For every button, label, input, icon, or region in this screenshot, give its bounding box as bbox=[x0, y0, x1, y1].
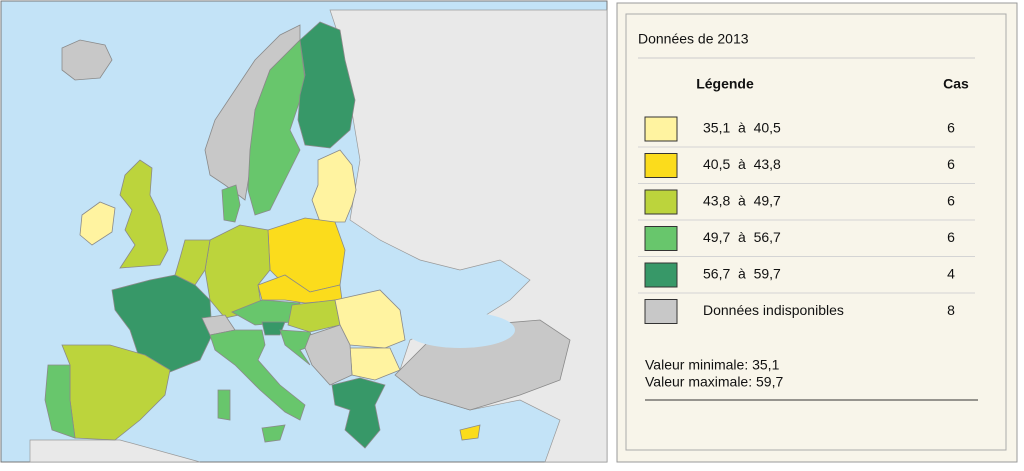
legend-rows: 35,1 à 40,5 6 40,5 à 43,8 6 43,8 à 49,7 6 49,7… bbox=[638, 116, 975, 324]
slovenia bbox=[261, 321, 286, 336]
range-label: 43,8 à 49,7 bbox=[703, 193, 781, 209]
legend-title: Données de 2013 bbox=[638, 31, 749, 47]
sardinia bbox=[217, 389, 231, 421]
greece bbox=[331, 377, 386, 449]
count: 4 bbox=[947, 266, 955, 282]
portugal bbox=[44, 364, 76, 439]
legend-panel: Données de 2013 Légende Cas 35,1 à 40,5 6… bbox=[616, 2, 1018, 463]
finland bbox=[297, 21, 356, 149]
swatch bbox=[644, 299, 678, 324]
cyprus bbox=[459, 424, 481, 441]
swatch bbox=[644, 226, 678, 251]
range-label: Données indisponibles bbox=[703, 302, 844, 318]
range-label: 40,5 à 43,8 bbox=[703, 156, 781, 172]
croatia bbox=[279, 329, 316, 366]
panel-inner bbox=[625, 13, 1007, 451]
range-label: 35,1 à 40,5 bbox=[703, 120, 781, 136]
germany bbox=[204, 224, 271, 319]
uk bbox=[119, 159, 169, 269]
count: 6 bbox=[947, 193, 955, 209]
baltics bbox=[311, 149, 357, 223]
header-label: Légende bbox=[696, 76, 754, 92]
italy bbox=[209, 329, 306, 421]
france bbox=[111, 274, 213, 373]
range-label: 56,7 à 59,7 bbox=[703, 266, 781, 282]
header-count: Cas bbox=[943, 76, 969, 92]
count: 6 bbox=[947, 120, 955, 136]
range-label: 49,7 à 56,7 bbox=[703, 229, 781, 245]
hungary bbox=[287, 299, 341, 333]
count: 6 bbox=[947, 156, 955, 172]
count: 6 bbox=[947, 229, 955, 245]
balkans bbox=[304, 324, 353, 386]
sicily bbox=[261, 424, 286, 443]
swatch bbox=[644, 116, 678, 142]
swatch bbox=[644, 153, 678, 178]
max-value: Valeur maximale: 59,7 bbox=[645, 374, 783, 390]
black-sea bbox=[405, 312, 515, 348]
land bbox=[29, 439, 201, 463]
denmark bbox=[221, 184, 241, 223]
swatch bbox=[644, 262, 678, 288]
panel bbox=[616, 2, 1018, 463]
map bbox=[0, 0, 608, 463]
swatch bbox=[644, 189, 678, 215]
iceland bbox=[61, 39, 113, 81]
ireland bbox=[79, 201, 116, 246]
count: 8 bbox=[947, 302, 955, 318]
min-value: Valeur minimale: 35,1 bbox=[645, 357, 780, 373]
